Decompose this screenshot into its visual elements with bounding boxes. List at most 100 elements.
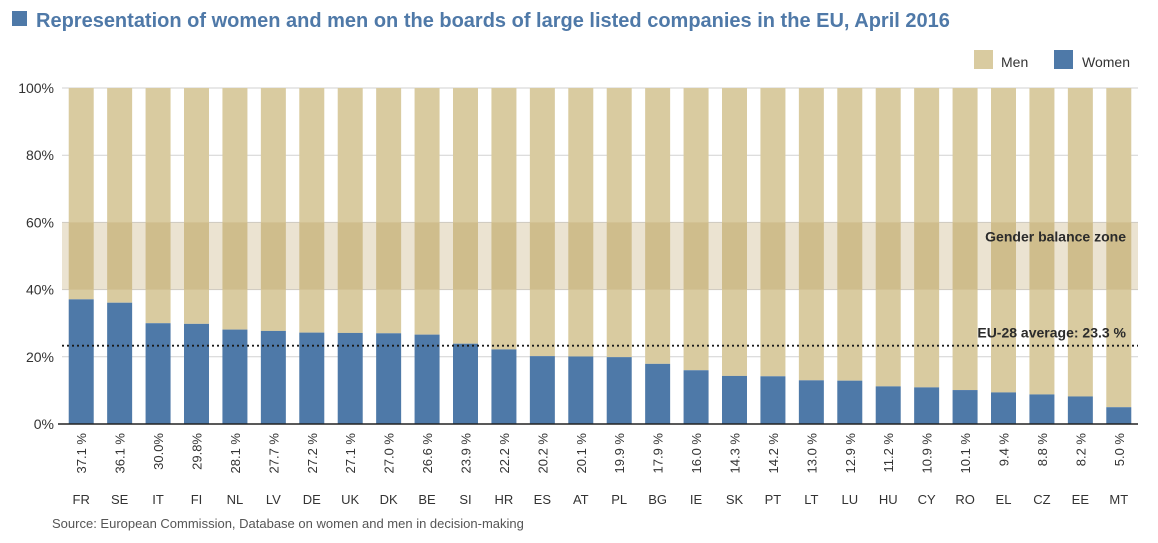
bar-men — [606, 88, 632, 358]
value-label: 27.0 % — [382, 433, 397, 474]
bar-men — [798, 88, 824, 381]
value-label: 11.2 % — [881, 433, 896, 473]
bar-men — [645, 88, 671, 364]
bar-women — [645, 363, 671, 424]
bar-men — [683, 88, 709, 371]
category-label: CY — [918, 492, 936, 507]
value-labels: 37.1 % 36.1 % 30.0% 29.8% 28.1 % 27.7 % 27.2 %… — [74, 433, 1127, 474]
category-label: LV — [266, 492, 281, 507]
category-label: PL — [611, 492, 627, 507]
gender-balance-zone — [62, 222, 1138, 290]
category-label: LU — [841, 492, 858, 507]
y-axis: 0% 20% 40% 60% 80% 100% — [18, 80, 54, 432]
category-label: MT — [1109, 492, 1128, 507]
bar-men — [337, 88, 363, 333]
chart-title: Representation of women and men on the b… — [36, 10, 950, 32]
value-label: 17.9 % — [651, 433, 666, 474]
category-label: EE — [1072, 492, 1090, 507]
bar-women — [875, 386, 901, 424]
value-label: 16.0 % — [689, 433, 704, 474]
category-label: ES — [534, 492, 552, 507]
bar-women — [722, 375, 747, 424]
bar-women — [1067, 396, 1093, 424]
category-label: UK — [341, 492, 359, 507]
value-label: 36.1 % — [113, 433, 128, 474]
value-label: 14.3 % — [728, 433, 743, 474]
bar-men — [875, 88, 901, 387]
value-label: 14.2 % — [766, 433, 781, 474]
category-label: FR — [73, 492, 90, 507]
bar-women — [299, 332, 325, 424]
bar-women — [184, 323, 209, 424]
value-label: 8.2 % — [1073, 433, 1088, 467]
bar-women — [568, 356, 594, 424]
legend-swatch-men — [974, 50, 993, 69]
value-label: 27.1 % — [343, 433, 358, 474]
category-label: IE — [690, 492, 703, 507]
legend-label-women: Women — [1082, 54, 1130, 70]
category-label: DK — [380, 492, 398, 507]
bar-men — [914, 88, 940, 388]
bar-women — [491, 349, 517, 424]
value-label: 37.1 % — [74, 433, 89, 474]
bar-women — [837, 380, 863, 424]
bar-women — [145, 323, 171, 424]
legend: Men Women — [974, 50, 1130, 70]
category-label: PT — [765, 492, 782, 507]
bar-women — [991, 392, 1016, 424]
category-label: IT — [152, 492, 164, 507]
value-label: 30.0% — [151, 433, 166, 470]
bar-women — [376, 333, 402, 424]
value-label: 10.1 % — [958, 433, 973, 474]
eu-average-label: EU-28 average: 23.3 % — [977, 325, 1126, 341]
bar-women — [914, 387, 940, 424]
y-tick-label: 80% — [26, 147, 54, 163]
bar-women — [107, 302, 133, 424]
category-label: RO — [955, 492, 975, 507]
bar-men — [760, 88, 786, 377]
gender-balance-zone-label: Gender balance zone — [985, 228, 1126, 244]
bar-women — [683, 370, 709, 424]
bar-men — [722, 88, 747, 376]
value-label: 9.4 % — [997, 433, 1012, 467]
y-tick-label: 40% — [26, 282, 54, 298]
category-label: BG — [648, 492, 667, 507]
value-label: 27.7 % — [266, 433, 281, 474]
bar-women — [453, 343, 478, 424]
bar-women — [1029, 394, 1055, 424]
category-label: SK — [726, 492, 744, 507]
category-label: SI — [459, 492, 471, 507]
category-label: HR — [495, 492, 514, 507]
category-label: LT — [804, 492, 818, 507]
bar-men — [260, 88, 286, 331]
bar-men — [184, 88, 209, 324]
title-marker — [12, 11, 27, 26]
bar-women — [798, 380, 824, 424]
value-label: 19.9 % — [612, 433, 627, 474]
bar-women — [414, 334, 440, 424]
bar-men — [299, 88, 325, 333]
y-tick-label: 20% — [26, 349, 54, 365]
category-label: AT — [573, 492, 589, 507]
value-label: 13.0 % — [804, 433, 819, 474]
value-label: 28.1 % — [228, 433, 243, 474]
bar-men — [107, 88, 133, 303]
bar-women — [606, 357, 632, 424]
bar-men — [1106, 88, 1132, 408]
bar-women — [952, 390, 978, 424]
value-label: 8.8 % — [1035, 433, 1050, 467]
bar-women — [529, 356, 555, 424]
value-label: 10.9 % — [920, 433, 935, 474]
value-label: 22.2 % — [497, 433, 512, 474]
bar-men — [952, 88, 978, 391]
value-label: 27.2 % — [305, 433, 320, 474]
value-label: 12.9 % — [843, 433, 858, 474]
value-label: 5.0 % — [1112, 433, 1127, 467]
value-label: 20.1 % — [574, 433, 589, 474]
bar-men — [376, 88, 402, 334]
bar-women — [760, 376, 786, 424]
bar-men — [1029, 88, 1055, 395]
category-label: BE — [418, 492, 436, 507]
bar-men — [529, 88, 555, 357]
